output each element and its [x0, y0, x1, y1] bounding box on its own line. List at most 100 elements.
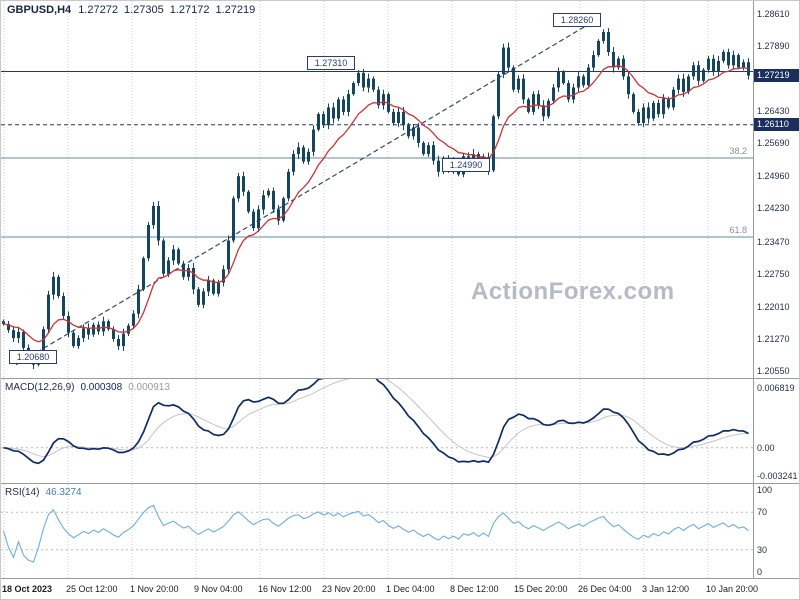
candle-body — [262, 195, 265, 210]
macd-main-line — [3, 379, 749, 465]
candle-body — [142, 258, 145, 290]
candle-body — [167, 260, 170, 274]
candle-body — [242, 176, 245, 192]
time-axis-label: 3 Jan 12:00 — [642, 584, 690, 594]
candle-body — [717, 60, 720, 72]
candle-body — [497, 74, 500, 117]
candle-body — [302, 147, 305, 162]
main-price-chart-canvas[interactable] — [1, 1, 753, 378]
candle-body — [217, 282, 220, 294]
time-axis-label: 18 Oct 2023 — [2, 584, 53, 594]
macd-axis-min: -0.003241 — [757, 471, 798, 482]
candle-body — [547, 100, 550, 117]
candle-body — [697, 65, 700, 81]
price-axis-label: 1.27890 — [757, 40, 790, 51]
candle-body — [632, 94, 635, 112]
candle-body — [307, 151, 310, 162]
ohlc-high: 1.27305 — [123, 4, 164, 16]
time-axis-label: 10 Jan 20:00 — [706, 584, 759, 594]
candle-body — [432, 145, 435, 161]
candle-body — [52, 276, 55, 295]
ema-line — [3, 64, 749, 343]
price-annotation-box: 1.27310 — [307, 55, 355, 70]
candle-body — [362, 72, 365, 88]
candle-body — [207, 280, 210, 292]
candle-body — [627, 76, 630, 95]
candle-body — [92, 324, 95, 335]
panel-separator — [1, 578, 799, 579]
price-axis-label: 1.23470 — [757, 236, 790, 247]
candle-body — [582, 76, 585, 86]
candle-body — [247, 191, 250, 212]
candle-body — [642, 107, 645, 123]
candle-body — [357, 72, 360, 84]
panel-separator — [1, 483, 799, 484]
candle-body — [722, 52, 725, 61]
candle-body — [277, 209, 280, 221]
candle-body — [67, 315, 70, 333]
candle-body — [557, 71, 560, 88]
price-axis-label: 1.20550 — [757, 366, 790, 377]
candle-body — [602, 32, 605, 41]
macd-axis-max: 0.006819 — [757, 382, 795, 393]
candle-body — [72, 332, 75, 347]
candle-body — [507, 47, 510, 68]
candle-body — [317, 114, 320, 130]
candle-body — [112, 329, 115, 339]
candle-body — [297, 147, 300, 155]
candle-body — [222, 269, 225, 283]
candle-body — [312, 129, 315, 152]
price-axis-label: 1.21270 — [757, 334, 790, 345]
candle-body — [122, 333, 125, 347]
candle-body — [707, 58, 710, 70]
candle-body — [712, 58, 715, 72]
candle-body — [327, 107, 330, 126]
symbol-timeframe: GBPUSD,H4 — [7, 4, 72, 16]
candle-body — [87, 328, 90, 335]
macd-name: MACD(12,26,9) — [5, 382, 75, 393]
candle-body — [17, 331, 20, 339]
candle-body — [192, 268, 195, 290]
candle-body — [62, 295, 65, 316]
price-annotation-box: 1.20680 — [9, 349, 57, 364]
candle-body — [232, 198, 235, 241]
candle-body — [737, 55, 740, 68]
candle-body — [417, 127, 420, 143]
candle-body — [502, 47, 505, 75]
price-annotation-box: 1.28260 — [553, 13, 601, 28]
candle-body — [377, 89, 380, 106]
candle-body — [437, 160, 440, 172]
candle-body — [187, 268, 190, 277]
price-axis-label: 1.22750 — [757, 268, 790, 279]
rsi-name: RSI(14) — [5, 487, 40, 498]
candle-body — [612, 52, 615, 68]
rsi-axis-label: 30 — [757, 544, 768, 555]
candle-body — [127, 325, 130, 334]
rsi-axis-label: 100 — [757, 485, 773, 495]
candle-body — [272, 190, 275, 210]
candle-body — [322, 114, 325, 126]
rsi-axis-label: 70 — [757, 507, 768, 518]
candle-body — [2, 321, 5, 324]
price-axis-label: 1.24960 — [757, 170, 790, 181]
rsi-panel-canvas[interactable] — [1, 484, 753, 578]
candle-body — [572, 87, 575, 100]
candle-body — [107, 321, 110, 330]
candle-body — [82, 328, 85, 339]
candle-body — [287, 171, 290, 199]
macd-panel-canvas[interactable] — [1, 379, 753, 483]
price-axis-label: 1.22010 — [757, 301, 790, 312]
candle-body — [747, 62, 750, 76]
candle-body — [637, 111, 640, 123]
candle-body — [592, 55, 595, 68]
candle-body — [392, 111, 395, 123]
candle-body — [492, 116, 495, 171]
candle-body — [537, 94, 540, 106]
price-axis-label: 1.24230 — [757, 203, 790, 214]
time-axis-label: 8 Dec 12:00 — [450, 584, 499, 594]
candle-body — [342, 99, 345, 112]
ohlc-open: 1.27272 — [78, 4, 118, 16]
candle-body — [667, 98, 670, 108]
candle-body — [587, 67, 590, 86]
